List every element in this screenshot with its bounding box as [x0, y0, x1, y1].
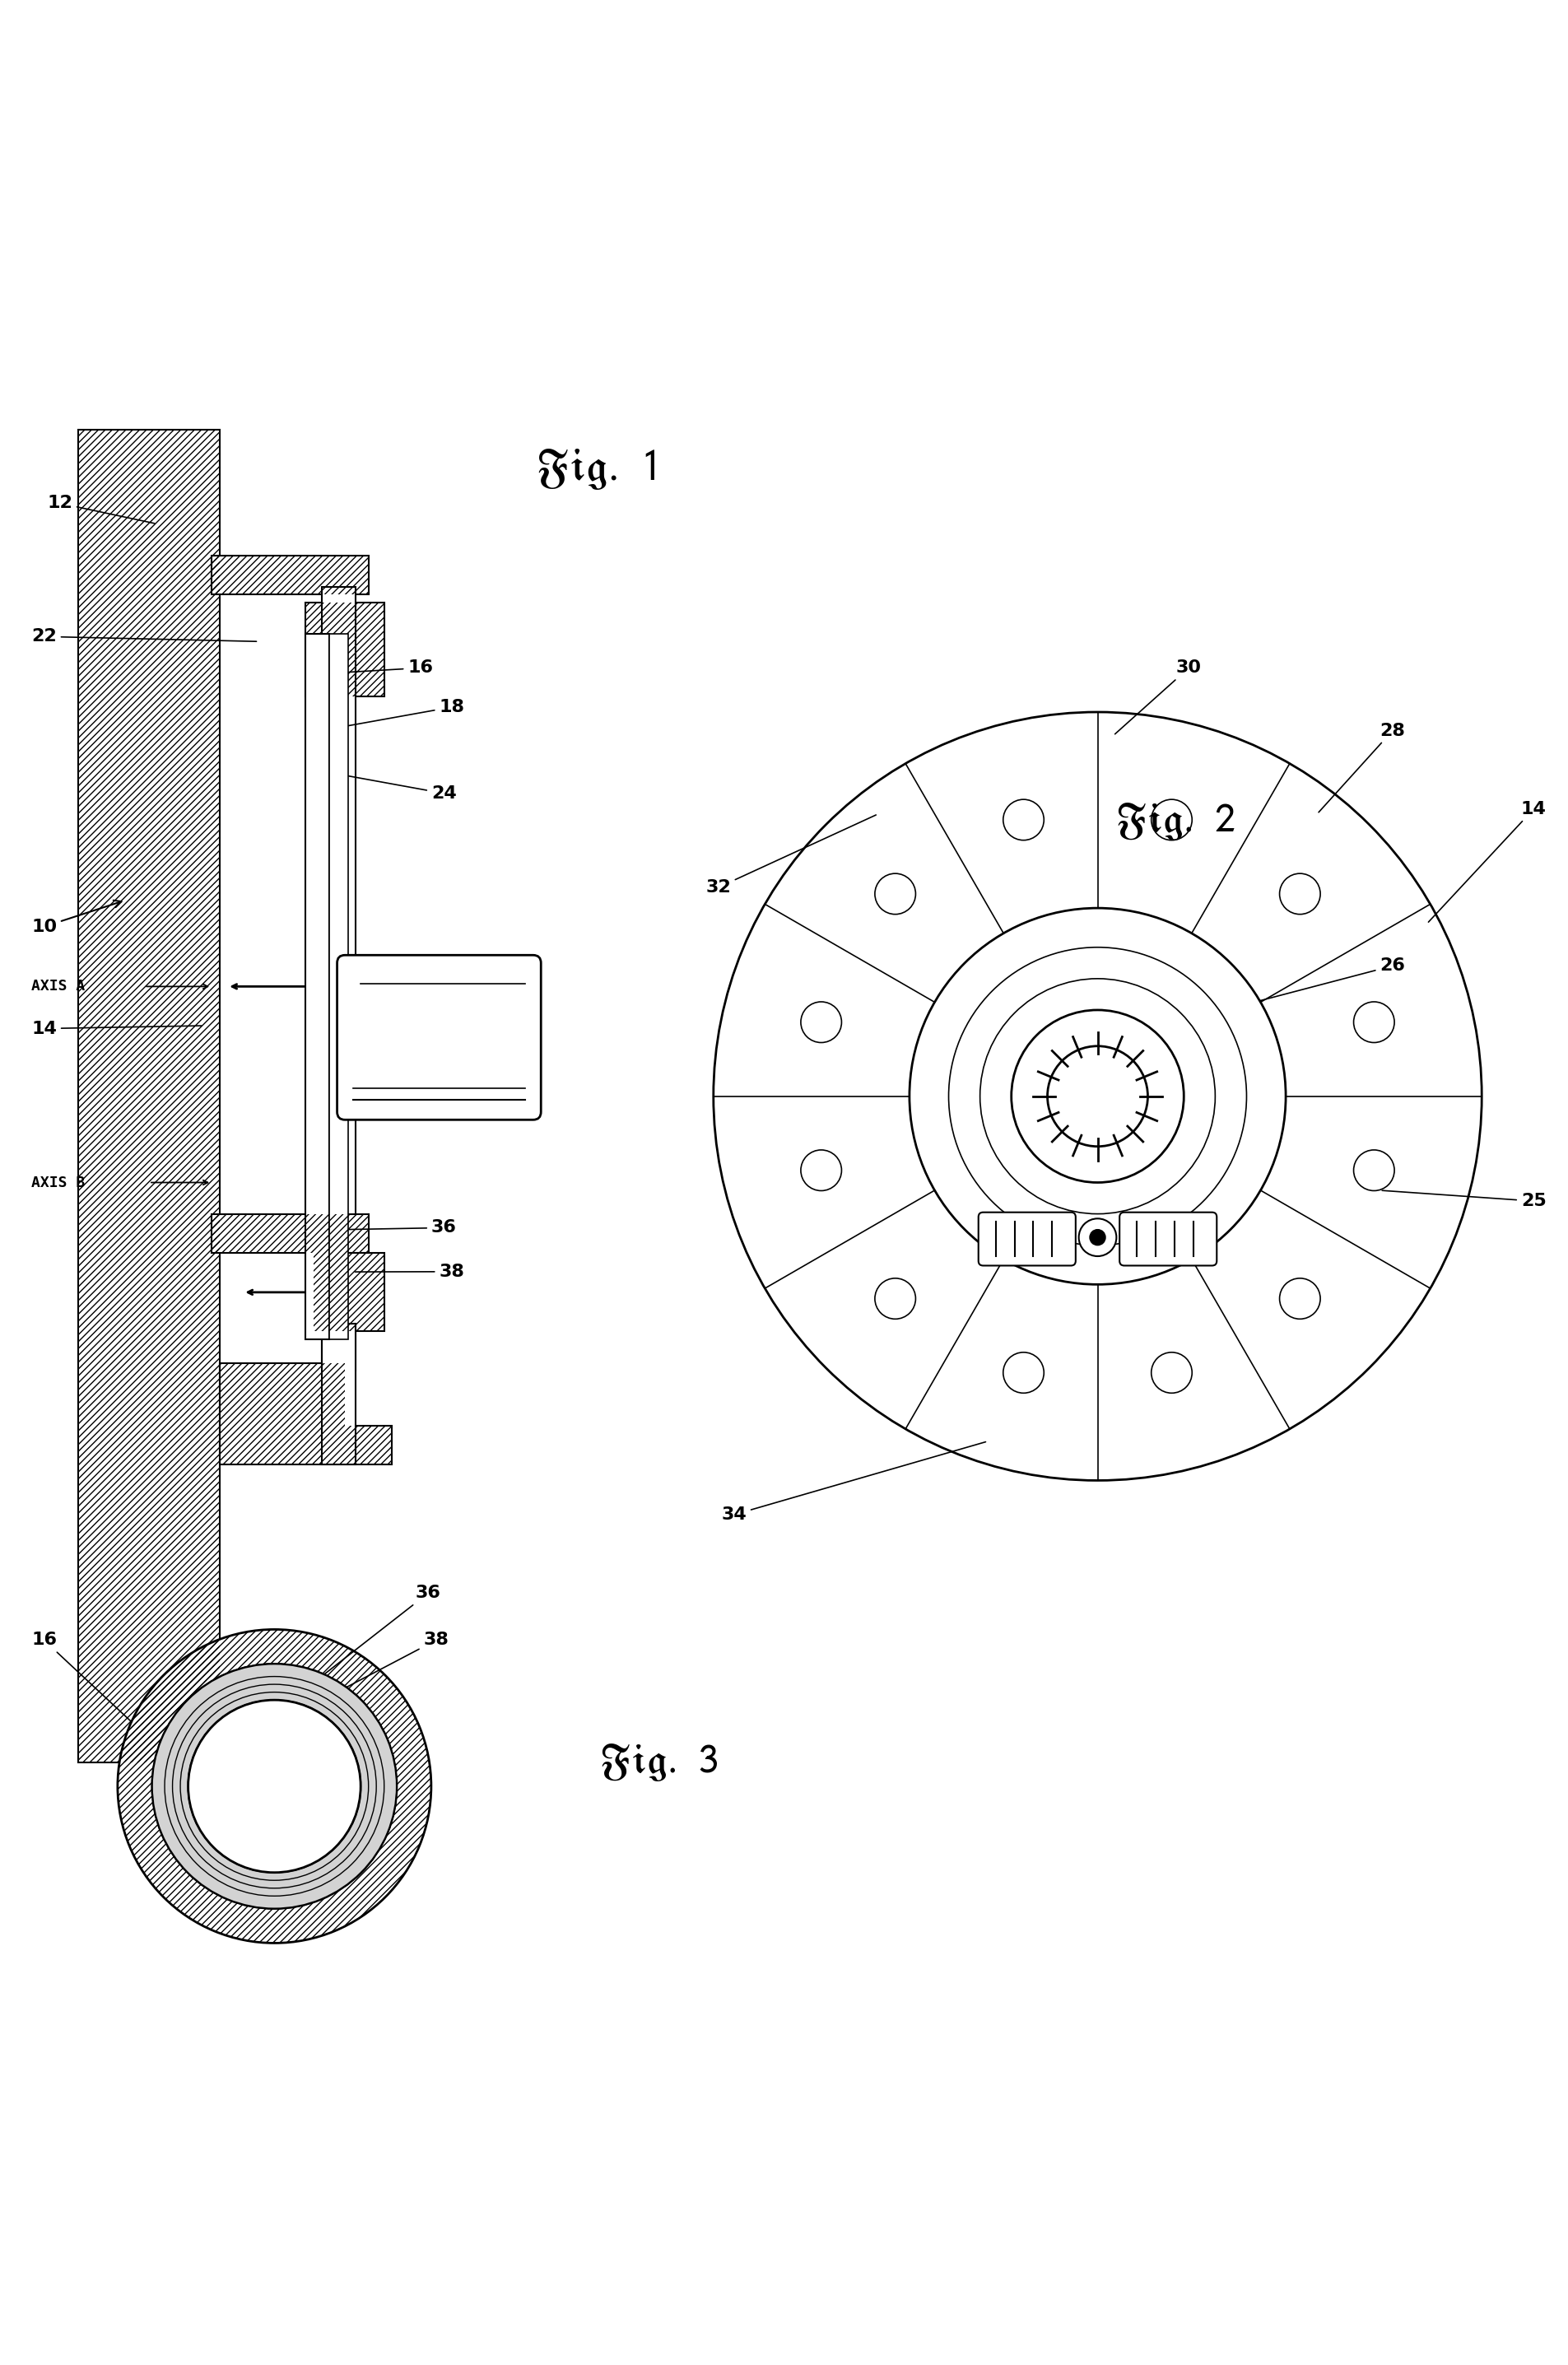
Text: $\mathfrak{Fig.\ 1}$: $\mathfrak{Fig.\ 1}$	[536, 447, 655, 492]
Circle shape	[1090, 1230, 1105, 1246]
Text: 26: 26	[1256, 958, 1405, 1003]
Circle shape	[1279, 873, 1320, 915]
FancyBboxPatch shape	[1120, 1213, 1217, 1265]
Bar	[306, 634, 329, 1339]
Circle shape	[1004, 1353, 1044, 1393]
Text: 16: 16	[339, 660, 433, 676]
Text: 14: 14	[31, 1019, 202, 1036]
Circle shape	[188, 1700, 361, 1873]
Text: 36: 36	[323, 1585, 441, 1674]
Text: 24: 24	[343, 776, 456, 802]
Circle shape	[1047, 1045, 1148, 1147]
Text: 38: 38	[354, 1263, 464, 1279]
Circle shape	[1279, 1277, 1320, 1320]
Polygon shape	[212, 556, 368, 594]
Text: 12: 12	[47, 494, 155, 523]
Text: 10: 10	[31, 901, 121, 934]
Circle shape	[909, 908, 1286, 1284]
Text: $\mathfrak{Fig.\ 2}$: $\mathfrak{Fig.\ 2}$	[1116, 802, 1236, 842]
Circle shape	[1004, 799, 1044, 840]
Polygon shape	[306, 603, 384, 695]
Circle shape	[1151, 799, 1192, 840]
Text: 25: 25	[1381, 1190, 1546, 1209]
Polygon shape	[220, 1362, 392, 1464]
Text: 30: 30	[1115, 660, 1201, 733]
Polygon shape	[314, 1253, 384, 1331]
Bar	[321, 587, 356, 1372]
Circle shape	[713, 712, 1482, 1480]
Circle shape	[1353, 1149, 1394, 1190]
Circle shape	[1151, 1353, 1192, 1393]
Text: 14: 14	[1428, 802, 1546, 922]
Circle shape	[801, 1149, 842, 1190]
Polygon shape	[212, 1213, 368, 1253]
Text: 38: 38	[339, 1632, 448, 1691]
Circle shape	[1011, 1010, 1184, 1182]
Text: AXIS B: AXIS B	[31, 1175, 85, 1190]
Text: 34: 34	[721, 1443, 986, 1523]
Text: AXIS A: AXIS A	[31, 979, 85, 993]
Text: 32: 32	[706, 816, 877, 896]
Polygon shape	[78, 430, 220, 1762]
Text: 36: 36	[347, 1220, 456, 1237]
Text: 20: 20	[456, 1012, 535, 1048]
Circle shape	[1353, 1003, 1394, 1043]
Bar	[329, 634, 348, 1339]
Circle shape	[1079, 1218, 1116, 1256]
Text: 22: 22	[31, 629, 257, 646]
Text: 16: 16	[31, 1632, 132, 1722]
Text: $\mathfrak{Fig.\ 3}$: $\mathfrak{Fig.\ 3}$	[599, 1743, 718, 1783]
Bar	[321, 1324, 356, 1464]
Circle shape	[875, 1277, 916, 1320]
FancyBboxPatch shape	[978, 1213, 1076, 1265]
Text: 18: 18	[339, 700, 464, 728]
FancyBboxPatch shape	[337, 955, 541, 1119]
Circle shape	[875, 873, 916, 915]
Text: 28: 28	[1319, 721, 1405, 811]
Circle shape	[801, 1003, 842, 1043]
